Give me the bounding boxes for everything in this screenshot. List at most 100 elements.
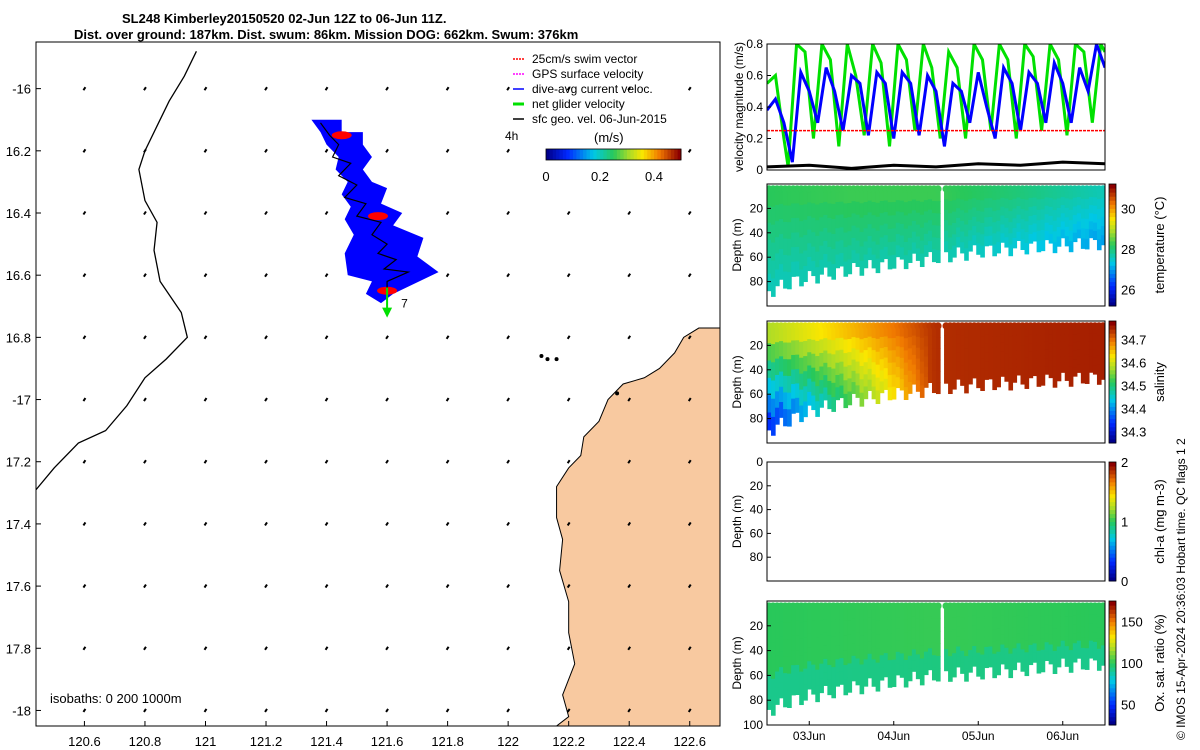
temperature-cell [927, 199, 933, 211]
oxygen-cell [779, 605, 784, 622]
temperature-cell [1044, 197, 1050, 207]
temperature-cell [807, 202, 812, 217]
oxygen-cell [799, 655, 804, 673]
chla-y-axis-label: Depth (m) [730, 495, 744, 548]
temperature-cell [968, 209, 973, 221]
temperature-cell [807, 243, 812, 258]
oxygen-cell [1096, 659, 1102, 671]
salinity-cell [972, 360, 977, 370]
temperature-cell [1024, 199, 1030, 212]
oxygen-cell [819, 663, 824, 679]
salinity-cell [988, 369, 993, 380]
oxygen-cell [936, 605, 941, 620]
legend-label-swim_vector: 25cm/s swim vector [532, 52, 637, 66]
oxygen-cbar-segment [1109, 720, 1116, 726]
salinity-cell [815, 340, 820, 357]
salinity-cell [859, 339, 865, 354]
salinity-cell [903, 350, 909, 364]
oxygen-cell [1000, 615, 1006, 626]
oxygen-cell [1000, 605, 1006, 617]
island-0 [539, 354, 544, 359]
oxygen-cell [847, 620, 853, 636]
temperature-cell [1092, 197, 1098, 207]
temperature-cbar-segment [1109, 245, 1116, 250]
oxygen-cell [811, 679, 816, 695]
temperature-cell [839, 201, 845, 216]
oxygen-cell [895, 605, 901, 619]
oxygen-cell [1068, 616, 1074, 629]
sfc-vel-arrow [445, 584, 450, 589]
sfc-vel-arrow [264, 335, 268, 340]
salinity-cell [867, 336, 873, 348]
oxygen-cell [1048, 634, 1054, 646]
sfc-vel-arrow [203, 335, 208, 340]
temperature-cell [1092, 231, 1098, 241]
temperature-cell [895, 211, 901, 224]
temperature-cell [1080, 238, 1086, 249]
sfc-vel-arrow [203, 273, 208, 278]
sfc-vel-arrow [143, 708, 147, 713]
oxygen-cell [915, 630, 921, 643]
salinity-cell [1008, 347, 1014, 359]
salinity-cell [944, 344, 949, 356]
salinity-cell [996, 325, 1001, 337]
temperature-cell [964, 248, 969, 261]
salinity-frame [766, 320, 1106, 444]
temperature-cell [1056, 188, 1062, 200]
temperature-cell [1032, 188, 1038, 199]
salinity-cell [867, 358, 873, 370]
temperature-cell [1076, 221, 1082, 231]
oxygen-cell [972, 625, 977, 637]
salinity-cell [919, 337, 925, 351]
oxygen-cell [1072, 605, 1078, 616]
salinity-cell [811, 353, 816, 369]
salinity-cell [1068, 356, 1074, 367]
oxygen-cell [1012, 637, 1018, 649]
temperature-cell [1080, 188, 1086, 200]
temperature-cell [968, 230, 973, 242]
map-y-tick-label: 17.4 [6, 517, 31, 532]
oxygen-cell [1088, 614, 1094, 624]
temperature-cell [952, 234, 957, 247]
temperature-cell [879, 188, 885, 202]
salinity-cell [1080, 354, 1086, 365]
temperature-cell [803, 265, 808, 283]
oxygen-cell [847, 663, 853, 679]
oxygen-cell [1076, 605, 1082, 616]
temperature-cbar-tick-label: 30 [1121, 201, 1135, 216]
temperature-cell [799, 253, 804, 271]
salinity-cell [1052, 366, 1058, 378]
time-x-tick-label: 03Jun [793, 729, 826, 743]
oxygen-surface-dot [934, 602, 942, 610]
oxygen-cell [783, 605, 788, 624]
temperature-cell [915, 200, 921, 214]
oxygen-cell [859, 664, 865, 680]
oxygen-cbar-segment [1109, 679, 1116, 685]
salinity-cell [787, 409, 792, 427]
temperature-cell [851, 213, 857, 227]
oxygen-cell [775, 671, 780, 689]
oxygen-y-tick-label: 100 [743, 718, 763, 732]
colorbar-segment [596, 149, 601, 160]
sfc-vel-arrow [687, 335, 692, 340]
chla-cbar-tick-label: 1 [1121, 515, 1128, 530]
temperature-frame [766, 183, 1106, 307]
salinity-cell [1032, 350, 1038, 360]
map-x-tick-label: 121.8 [431, 734, 464, 749]
temperature-cbar-segment [1109, 273, 1116, 279]
salinity-cell [976, 366, 981, 378]
oxygen-cell [791, 679, 796, 696]
salinity-cell [1008, 368, 1014, 380]
salinity-cbar-segment [1109, 333, 1116, 338]
salinity-cell [1024, 377, 1030, 389]
oxygen-cell [803, 605, 808, 623]
oxygen-cell [1024, 640, 1030, 653]
salinity-cell [964, 370, 969, 383]
salinity-cell [799, 341, 804, 359]
oxygen-cell [1040, 605, 1046, 618]
oxygen-cell [1032, 624, 1038, 635]
oxygen-cell [803, 637, 808, 654]
temperature-cell [1028, 215, 1034, 226]
temperature-cell [807, 256, 812, 272]
salinity-y-axis-label: Depth (m) [730, 355, 744, 408]
